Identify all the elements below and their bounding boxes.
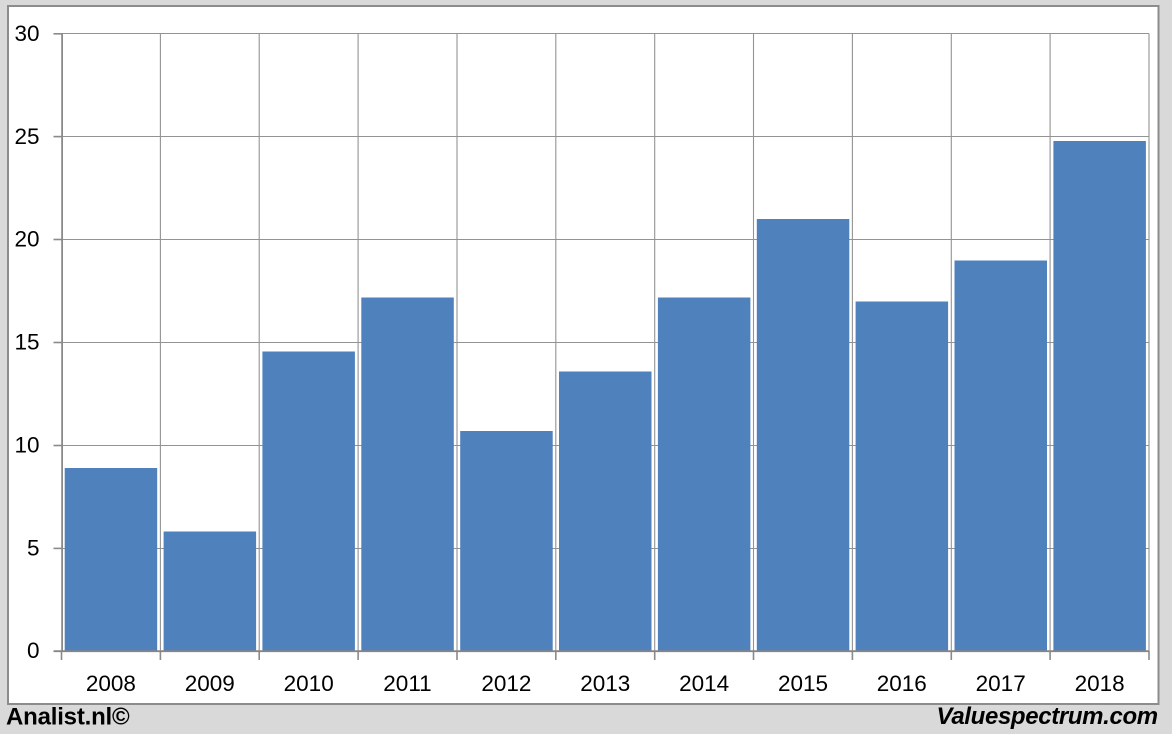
svg-text:2017: 2017	[976, 671, 1026, 696]
svg-text:2018: 2018	[1075, 671, 1125, 696]
svg-text:30: 30	[14, 21, 39, 46]
svg-text:2012: 2012	[481, 671, 531, 696]
svg-text:Valuespectrum.com: Valuespectrum.com	[937, 703, 1158, 730]
svg-text:2010: 2010	[284, 671, 334, 696]
svg-text:15: 15	[14, 330, 39, 355]
svg-text:2008: 2008	[86, 671, 136, 696]
svg-text:2014: 2014	[679, 671, 729, 696]
svg-text:10: 10	[14, 433, 39, 458]
svg-text:2009: 2009	[185, 671, 235, 696]
svg-text:2013: 2013	[580, 671, 630, 696]
svg-text:20: 20	[14, 227, 39, 252]
svg-text:0: 0	[27, 638, 40, 663]
svg-text:2015: 2015	[778, 671, 828, 696]
svg-text:5: 5	[27, 535, 40, 560]
svg-text:Analist.nl©: Analist.nl©	[6, 703, 130, 730]
svg-text:2011: 2011	[383, 671, 431, 696]
svg-text:2016: 2016	[877, 671, 927, 696]
svg-text:25: 25	[14, 124, 39, 149]
